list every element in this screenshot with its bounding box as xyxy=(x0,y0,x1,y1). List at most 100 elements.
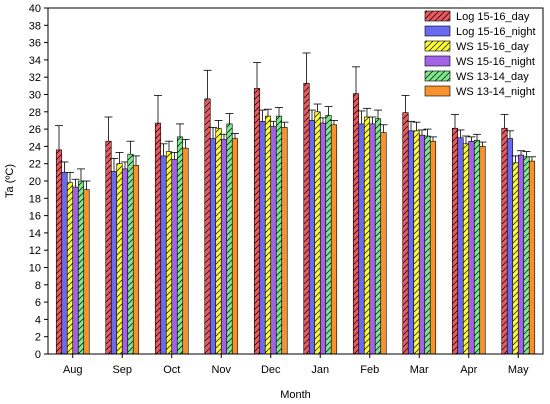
y-tick-label: 10 xyxy=(29,263,41,275)
bar-WS 15-16_night-Apr xyxy=(468,140,475,355)
error-bar xyxy=(225,113,234,124)
y-tick-label: 32 xyxy=(29,72,41,84)
bar-Log 15-16_day-Apr xyxy=(451,127,459,355)
y-tick-label: 8 xyxy=(35,280,41,292)
error-bar xyxy=(77,168,85,181)
bar-WS 13-14_day-Dec xyxy=(275,115,283,355)
bar-WS 13-14_night-Mar xyxy=(429,140,437,355)
bar-WS 15-16_day-Nov xyxy=(215,127,222,355)
bar-WS 15-16_day-May xyxy=(512,162,519,355)
y-tick-label: 0 xyxy=(35,349,41,361)
bar-WS 13-14_day-Feb xyxy=(374,118,382,355)
bars-layer xyxy=(55,52,536,355)
error-bar xyxy=(357,110,366,124)
bar-WS 15-16_day-Apr xyxy=(462,143,470,355)
error-bar xyxy=(506,130,514,139)
y-axis-title: Ta (ºC) xyxy=(4,164,16,198)
bar-Log 15-16_day-Aug xyxy=(55,149,63,355)
bar-Log 15-16_night-Sep xyxy=(110,171,118,355)
bar-WS 13-14_night-Nov xyxy=(231,138,239,355)
y-tick-label: 2 xyxy=(35,332,41,344)
error-bar xyxy=(203,69,212,99)
error-bar xyxy=(456,129,465,138)
y-tick-label: 20 xyxy=(29,176,41,188)
error-bar xyxy=(126,140,135,155)
error-bar xyxy=(374,109,382,119)
error-bar xyxy=(412,121,421,131)
bar-Log 15-16_day-Dec xyxy=(253,88,261,355)
x-tick-label: Dec xyxy=(261,364,281,376)
bar-Log 15-16_night-Nov xyxy=(209,138,217,355)
error-bar xyxy=(429,136,437,142)
error-bar xyxy=(104,116,113,142)
legend-label: WS 13-14_night xyxy=(456,86,535,98)
error-bar xyxy=(363,107,371,117)
bar-WS 15-16_night-Jan xyxy=(319,122,327,355)
bar-WS 13-14_day-Nov xyxy=(226,123,233,355)
bar-WS 13-14_night-Apr xyxy=(479,146,486,355)
x-tick-label: Jan xyxy=(311,364,329,376)
bar-WS 15-16_night-Aug xyxy=(72,186,79,355)
bar-Log 15-16_day-Nov xyxy=(204,98,211,355)
bar-Log 15-16_night-Oct xyxy=(160,155,167,355)
error-bar xyxy=(467,136,476,142)
legend-item: WS 13-14_day xyxy=(424,70,529,83)
legend-item: WS 13-14_night xyxy=(424,85,535,98)
bar-WS 15-16_day-Oct xyxy=(165,151,173,355)
legend-swatch xyxy=(424,85,451,97)
error-bar xyxy=(462,135,470,144)
error-bar xyxy=(302,52,311,84)
bar-WS 15-16_day-Aug xyxy=(66,182,74,355)
error-bar xyxy=(132,155,140,166)
bar-WS 15-16_day-Jan xyxy=(314,111,321,355)
x-axis-title: Month xyxy=(280,389,311,401)
bar-WS 15-16_night-Sep xyxy=(121,168,129,355)
legend-swatch xyxy=(424,55,451,67)
legend-label: WS 15-16_night xyxy=(456,56,535,68)
bar-WS 15-16_day-Dec xyxy=(264,115,272,355)
bar-WS 15-16_night-Dec xyxy=(270,126,277,355)
y-tick-label: 36 xyxy=(29,38,41,50)
x-tick-label: Apr xyxy=(460,364,477,376)
bar-Log 15-16_night-Mar xyxy=(407,130,415,355)
bar-WS 13-14_night-May xyxy=(528,160,536,355)
bar-WS 13-14_day-Sep xyxy=(127,153,134,355)
error-bar xyxy=(110,158,118,172)
bar-WS 13-14_night-Sep xyxy=(132,165,140,355)
error-bar xyxy=(55,125,63,150)
bar-WS 13-14_day-Jan xyxy=(325,114,332,355)
error-bar xyxy=(522,151,531,157)
error-bar xyxy=(82,180,91,190)
legend: Log 15-16_day Log 15-16_night WS 15-16_day… xyxy=(424,10,536,98)
error-bar xyxy=(418,129,426,136)
y-tick-label: 4 xyxy=(35,314,41,326)
error-bar xyxy=(165,140,173,152)
x-tick-label: Nov xyxy=(211,364,231,376)
bar-WS 15-16_day-Feb xyxy=(363,116,371,355)
y-tick-label: 40 xyxy=(29,3,41,15)
error-bar xyxy=(407,120,415,131)
bar-WS 13-14_night-Oct xyxy=(182,147,189,355)
error-bar xyxy=(253,62,261,89)
legend-item: WS 15-16_day xyxy=(424,40,529,53)
bar-WS 13-14_night-Aug xyxy=(83,189,90,355)
bar-WS 13-14_day-Apr xyxy=(473,140,481,355)
x-tick-label: Aug xyxy=(63,364,83,376)
error-bar xyxy=(231,133,239,139)
x-tick-label: Mar xyxy=(410,364,429,376)
error-bar xyxy=(275,107,283,117)
y-tick-label: 26 xyxy=(29,124,41,136)
bar-Log 15-16_day-Jan xyxy=(303,82,310,355)
error-bar xyxy=(500,113,509,129)
error-bar xyxy=(451,113,459,129)
error-bar xyxy=(330,120,338,125)
bar-WS 15-16_night-Feb xyxy=(369,123,376,355)
bar-WS 15-16_night-May xyxy=(517,154,525,355)
error-bar xyxy=(528,156,536,162)
bar-WS 13-14_night-Feb xyxy=(380,132,387,355)
error-bar xyxy=(401,94,410,113)
error-bar xyxy=(209,126,217,139)
legend-item: Log 15-16_day xyxy=(424,10,530,23)
error-bar xyxy=(159,143,168,156)
error-bar xyxy=(313,103,322,112)
